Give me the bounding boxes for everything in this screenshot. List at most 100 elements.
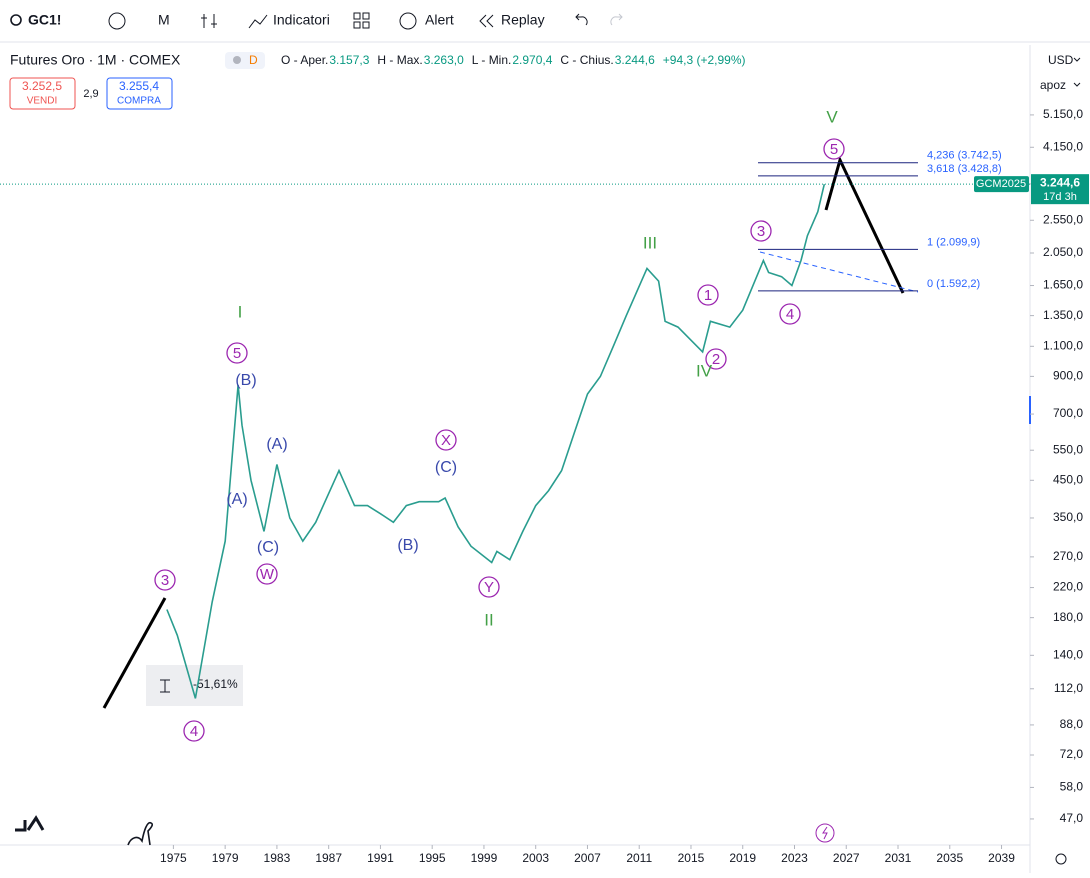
wave-circle	[256, 563, 278, 585]
time-tick-label: 1991	[367, 851, 394, 865]
sell-label[interactable]: VENDI	[27, 96, 58, 107]
symbol-tag	[974, 176, 1029, 193]
fib-label: 4,236 (3.742,5)	[927, 150, 1002, 162]
price-tick-label: 112,0	[1054, 681, 1083, 695]
wave-label: Y	[484, 579, 494, 596]
price-tick-label: 220,0	[1053, 580, 1083, 594]
time-tick-label: 2023	[781, 851, 808, 865]
wave-label: X	[441, 432, 451, 449]
time-tick-label: 1999	[471, 851, 498, 865]
price-tick-label: 1.100,0	[1043, 338, 1083, 352]
wave-label: I	[238, 302, 243, 321]
wave-circle	[478, 576, 500, 598]
price-tick-label: 900,0	[1053, 369, 1083, 383]
event-icon[interactable]	[815, 823, 835, 843]
wave-label: (B)	[235, 372, 256, 389]
replay-icon[interactable]	[479, 14, 494, 28]
alert-icon[interactable]	[399, 12, 417, 30]
price-tick-label: 1.650,0	[1043, 278, 1083, 292]
price-tick-label: 72,0	[1060, 747, 1084, 761]
ohlc-label: L - Min.	[472, 53, 512, 67]
wave-label: 4	[786, 306, 794, 323]
layout-icon[interactable]	[362, 21, 370, 29]
currency[interactable]: USD	[1048, 53, 1074, 67]
tv-logo	[15, 815, 45, 832]
symbol[interactable]: GC1!	[28, 12, 61, 28]
time-tick-label: 1979	[212, 851, 239, 865]
time-tick-label: 1987	[315, 851, 342, 865]
alert[interactable]: Alert	[425, 12, 454, 28]
layout-icon[interactable]	[353, 12, 361, 20]
time-tick-label: 2035	[936, 851, 963, 865]
measure-icon	[160, 679, 170, 693]
wave-label: W	[260, 566, 275, 583]
time-tick-label: 2019	[729, 851, 756, 865]
time-tick-label: 2027	[833, 851, 860, 865]
symbol-tag-text: GCM2025	[976, 178, 1026, 190]
wave-label: 1	[704, 287, 712, 304]
event-bolt	[822, 826, 828, 840]
price-tick-label: 58,0	[1060, 780, 1084, 794]
fib-label: 0 (1.592,2)	[927, 278, 980, 290]
price-tick-label: 550,0	[1053, 442, 1083, 456]
wave-circle	[154, 569, 176, 591]
projection-line	[102, 597, 167, 709]
projection-line	[824, 155, 905, 294]
chart-type-icon[interactable]	[201, 14, 217, 28]
wave-label: (C)	[435, 459, 457, 476]
price-tick-label: 88,0	[1060, 717, 1084, 731]
sell-price[interactable]: 3.252,5	[22, 79, 62, 93]
wave-label: II	[484, 610, 493, 629]
badge-box	[225, 52, 265, 69]
interval[interactable]: M	[158, 12, 170, 28]
price-tick-label: 270,0	[1053, 549, 1083, 563]
search-icon[interactable]	[10, 14, 22, 26]
wave-circle	[823, 138, 845, 160]
indicators[interactable]: Indicatori	[273, 12, 330, 28]
wave-circle	[705, 348, 727, 370]
price-tick-label: 2.550,0	[1043, 212, 1083, 226]
price-tick-label: 47,0	[1060, 811, 1084, 825]
ohlc-value: 3.157,3	[329, 53, 369, 67]
ohlc-value: 3.244,6	[615, 53, 655, 67]
ohlc-label: O - Aper.	[281, 53, 328, 67]
price-tick-label: 2.050,0	[1043, 245, 1083, 259]
indicators-icon[interactable]	[248, 14, 268, 29]
buy-label[interactable]: COMPRA	[117, 96, 161, 107]
buy-price[interactable]: 3.255,4	[119, 79, 159, 93]
undo-icon[interactable]	[575, 13, 588, 26]
wave-label: 3	[161, 572, 169, 589]
mode-dropdown[interactable]	[1073, 82, 1081, 87]
fib-label: 3,618 (3.428,8)	[927, 163, 1002, 175]
scale-mode[interactable]: apoz	[1040, 78, 1066, 92]
buy-button[interactable]	[106, 77, 173, 110]
ohlc: O - Aper. 3.157,3 H - Max. 3.263,0 L - Min. 2…	[281, 53, 746, 67]
redo-icon[interactable]	[610, 13, 623, 26]
time-tick-label: 2031	[885, 851, 912, 865]
ohlc-label: H - Max.	[377, 53, 422, 67]
wave-circle	[226, 342, 248, 364]
replay[interactable]: Replay	[501, 12, 545, 28]
wave-circle	[750, 220, 772, 242]
mascot	[127, 821, 154, 846]
time-tick-label: 2011	[626, 851, 652, 865]
settings-icon[interactable]	[1055, 853, 1067, 865]
layout-icon[interactable]	[353, 21, 361, 29]
price-tick-label: 180,0	[1053, 610, 1083, 624]
chart-layer: 4,236 (3.742,5)3,618 (3.428,8) 1 (2.099,9…	[0, 107, 1030, 742]
wave-circle	[435, 429, 457, 451]
sell-button[interactable]	[9, 77, 76, 110]
wave-label: 3	[757, 223, 765, 240]
fib-label: 1 (2.099,9)	[927, 236, 980, 248]
layout-icon[interactable]	[362, 12, 370, 20]
time-tick-label: 1983	[264, 851, 291, 865]
time-tick-label: 1995	[419, 851, 446, 865]
ohlc-label: C - Chius.	[560, 53, 613, 67]
add-icon[interactable]	[108, 12, 126, 30]
price-tick-label: 1.350,0	[1043, 308, 1083, 322]
time-tick-label: 2015	[678, 851, 705, 865]
wave-circle	[697, 284, 719, 306]
currency-dropdown[interactable]	[1073, 57, 1081, 62]
